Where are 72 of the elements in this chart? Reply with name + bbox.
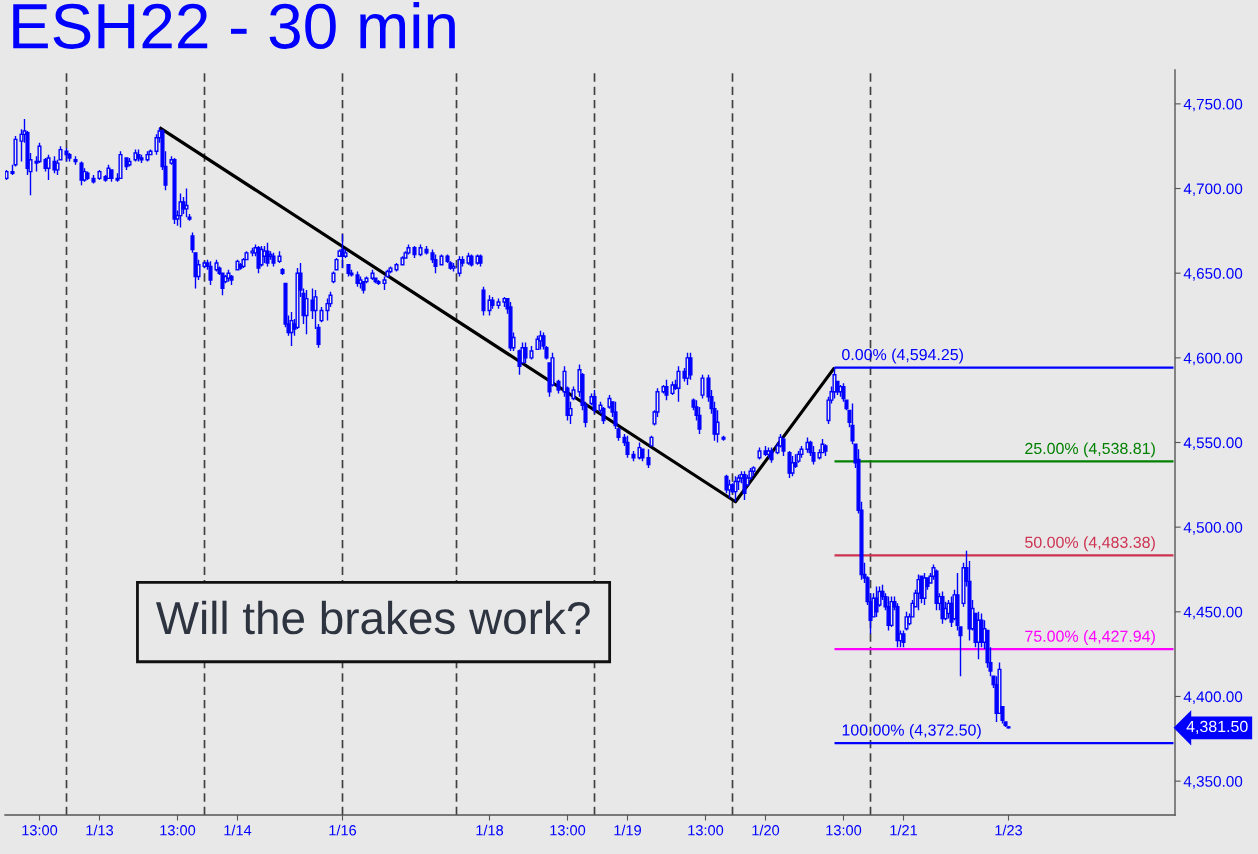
- candlestick: [733, 475, 738, 503]
- candlestick: [346, 264, 351, 278]
- y-tick-label: 4,650.00: [1183, 268, 1243, 281]
- series-label: 0.00% (4,594.25): [842, 348, 963, 364]
- candlestick: [55, 159, 60, 176]
- y-tick-label: 4,400.00: [1183, 691, 1243, 704]
- candlestick: [478, 253, 483, 268]
- candlestick: [766, 446, 771, 459]
- candlestick: [874, 585, 879, 618]
- candlestick: [904, 611, 909, 632]
- candlestick: [796, 450, 801, 464]
- candlestick: [649, 435, 654, 447]
- x-tick-label: 1/14: [224, 824, 252, 836]
- x-tick-label: 1/16: [329, 824, 357, 836]
- x-tick-label: 1/18: [476, 824, 504, 836]
- candlestick: [688, 352, 693, 381]
- x-tick-label: 1/20: [752, 824, 780, 836]
- candlestick: [262, 245, 267, 264]
- x-tick-label: 1/21: [890, 824, 917, 836]
- candlestick: [361, 280, 366, 295]
- candlestick: [823, 443, 828, 457]
- candlestick: [385, 269, 390, 278]
- candlestick: [469, 253, 474, 268]
- candlestick: [727, 479, 732, 500]
- candlestick: [901, 629, 906, 649]
- candlestick: [790, 455, 795, 478]
- candlestick: [280, 267, 285, 276]
- text: 4,381.50: [1186, 720, 1248, 735]
- x-tick-label: 1/23: [995, 824, 1023, 836]
- candlestick: [127, 157, 132, 168]
- series-label: 25.00% (4,538.81): [1025, 442, 1155, 458]
- x-tick-label: 13:00: [550, 825, 586, 836]
- candlestick: [136, 148, 141, 163]
- y-tick-label: 4,450.00: [1183, 606, 1243, 620]
- candlestick: [508, 301, 513, 352]
- candlestick: [184, 187, 189, 219]
- y-tick-label: 4,600.00: [1183, 352, 1243, 366]
- x-tick-label: 13:00: [826, 825, 862, 836]
- candlestick: [724, 473, 729, 494]
- candlestick: [757, 446, 762, 461]
- y-tick-label: 4,350.00: [1183, 776, 1243, 789]
- y-tick-label: 4,550.00: [1183, 437, 1243, 450]
- candlestick: [751, 465, 756, 478]
- y-tick-label: 4,500.00: [1183, 522, 1243, 535]
- candlestick: [721, 435, 726, 442]
- y-tick-label: 4,700.00: [1183, 183, 1243, 197]
- candlestick: [676, 365, 681, 403]
- candlestick: [787, 450, 792, 479]
- x-tick-label: 1/19: [614, 824, 641, 836]
- x-tick-label: 1/13: [86, 824, 114, 836]
- x-tick-label: 13:00: [688, 825, 724, 836]
- candlestick: [940, 590, 945, 625]
- candlestick: [601, 406, 606, 425]
- x-tick-label: 13:00: [160, 825, 196, 836]
- candlestick: [79, 160, 84, 186]
- candlestick: [73, 155, 78, 166]
- y-tick-label: 4,750.00: [1183, 98, 1243, 112]
- series-label: 50.00% (4,483.38): [1025, 536, 1155, 552]
- candlestick: [304, 289, 309, 335]
- candlestick: [1006, 725, 1011, 730]
- chart-title: ESH22 - 30 min: [13, 2, 455, 49]
- candlestick: [922, 572, 927, 606]
- candlestick: [238, 262, 243, 271]
- series-label: 75.00% (4,427.94): [1025, 630, 1155, 645]
- candlestick: [187, 213, 192, 222]
- candlestick: [331, 270, 336, 285]
- candlestick: [334, 257, 339, 271]
- x-tick-label: 13:00: [22, 825, 58, 836]
- candlestick: [256, 245, 261, 274]
- candlestick: [538, 330, 543, 351]
- candlestick: [67, 152, 72, 163]
- annotation: Will the brakes work?: [155, 600, 590, 635]
